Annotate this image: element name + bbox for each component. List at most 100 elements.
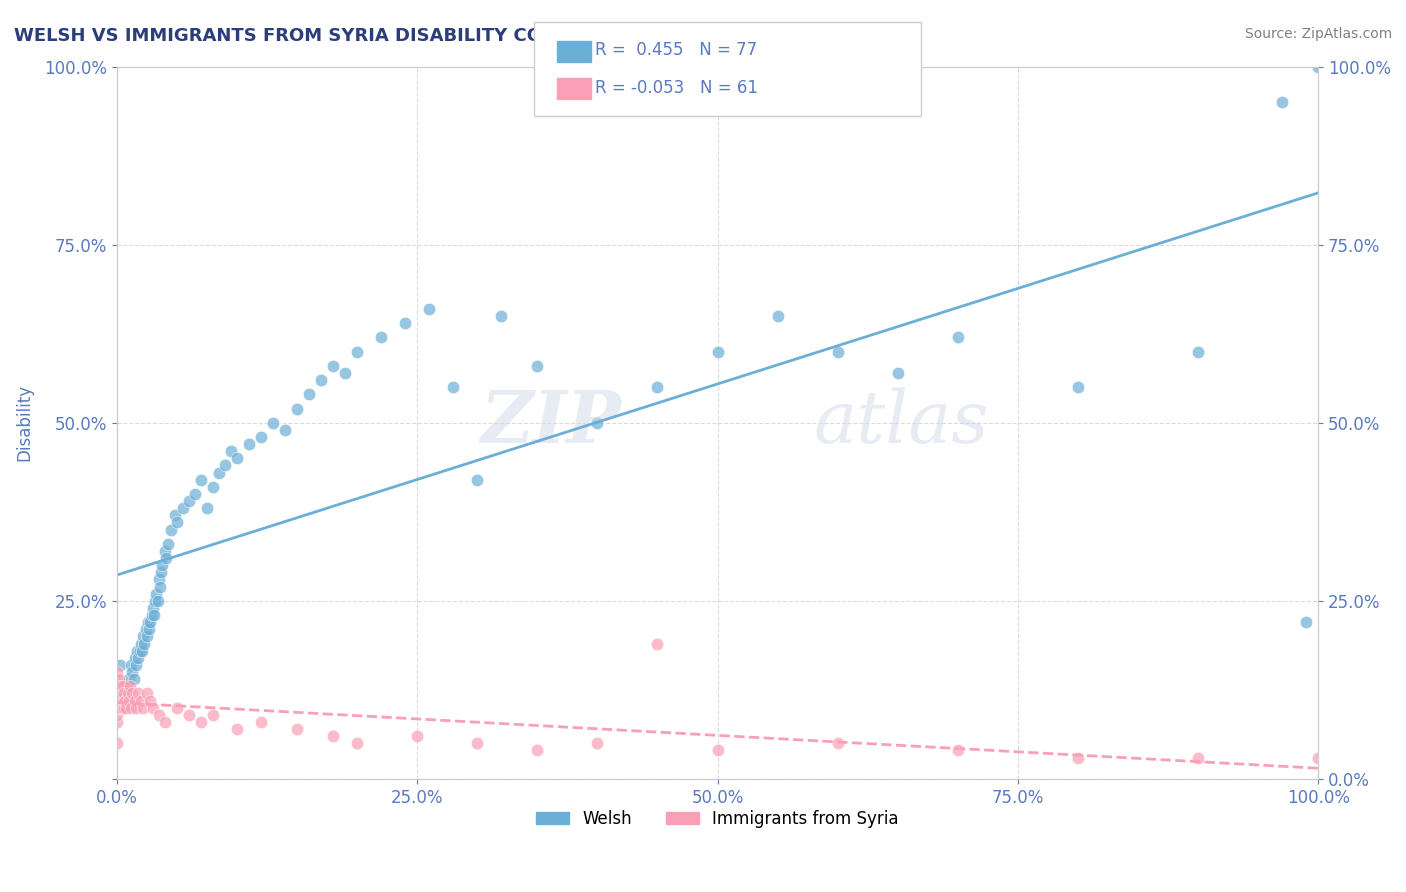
Text: Source: ZipAtlas.com: Source: ZipAtlas.com bbox=[1244, 27, 1392, 41]
Point bbox=[108, 686, 131, 700]
Point bbox=[111, 693, 134, 707]
Point bbox=[111, 679, 134, 693]
Point bbox=[108, 672, 131, 686]
Point bbox=[586, 736, 609, 750]
Point bbox=[766, 309, 789, 323]
Point bbox=[105, 672, 128, 686]
Point bbox=[208, 466, 231, 480]
Point bbox=[827, 344, 849, 359]
Point bbox=[118, 693, 141, 707]
Text: WELSH VS IMMIGRANTS FROM SYRIA DISABILITY CORRELATION CHART: WELSH VS IMMIGRANTS FROM SYRIA DISABILIT… bbox=[14, 27, 728, 45]
Point bbox=[127, 643, 149, 657]
Point bbox=[152, 558, 174, 573]
Point bbox=[111, 700, 134, 714]
Point bbox=[105, 686, 128, 700]
Point bbox=[406, 729, 429, 743]
Point bbox=[586, 416, 609, 430]
Point bbox=[111, 686, 134, 700]
Point bbox=[226, 451, 249, 466]
Text: R = -0.053   N = 61: R = -0.053 N = 61 bbox=[595, 78, 758, 96]
Point bbox=[141, 608, 163, 623]
Point bbox=[201, 480, 224, 494]
Point bbox=[112, 686, 135, 700]
Point bbox=[149, 580, 172, 594]
Point bbox=[132, 700, 155, 714]
Point bbox=[219, 444, 242, 458]
Point bbox=[120, 700, 142, 714]
Point bbox=[107, 700, 129, 714]
Point bbox=[105, 665, 128, 679]
Point bbox=[1187, 344, 1209, 359]
Point bbox=[298, 387, 321, 401]
Point bbox=[346, 344, 368, 359]
Point bbox=[118, 672, 141, 686]
Point bbox=[135, 630, 157, 644]
Point bbox=[309, 373, 332, 387]
Point bbox=[128, 643, 150, 657]
Point bbox=[172, 501, 194, 516]
Point bbox=[322, 359, 344, 373]
Point bbox=[138, 623, 160, 637]
Point bbox=[1308, 60, 1330, 74]
Point bbox=[441, 380, 464, 394]
Point bbox=[827, 736, 849, 750]
Point bbox=[121, 665, 143, 679]
Point bbox=[262, 416, 284, 430]
Text: R =  0.455   N = 77: R = 0.455 N = 77 bbox=[595, 42, 756, 60]
Point bbox=[706, 344, 728, 359]
Point bbox=[139, 615, 162, 630]
Point bbox=[111, 700, 134, 714]
Point bbox=[125, 657, 148, 672]
Point bbox=[136, 615, 159, 630]
Point bbox=[146, 594, 169, 608]
Legend: Welsh, Immigrants from Syria: Welsh, Immigrants from Syria bbox=[530, 804, 905, 835]
Point bbox=[135, 623, 157, 637]
Point bbox=[129, 636, 152, 650]
Point bbox=[105, 736, 128, 750]
Point bbox=[110, 679, 132, 693]
Point bbox=[887, 366, 910, 380]
Point bbox=[1308, 750, 1330, 764]
Point bbox=[250, 714, 273, 729]
Point bbox=[166, 516, 188, 530]
Point bbox=[120, 657, 142, 672]
Point bbox=[143, 608, 166, 623]
Point bbox=[110, 657, 132, 672]
Point bbox=[190, 473, 212, 487]
Point bbox=[153, 714, 176, 729]
Point bbox=[526, 359, 548, 373]
Point bbox=[148, 707, 170, 722]
Point bbox=[107, 693, 129, 707]
Point bbox=[190, 714, 212, 729]
Text: atlas: atlas bbox=[814, 387, 990, 458]
Point bbox=[115, 679, 138, 693]
Point bbox=[115, 700, 138, 714]
Point bbox=[1067, 380, 1090, 394]
Point bbox=[105, 679, 128, 693]
Point bbox=[139, 693, 162, 707]
Point bbox=[105, 707, 128, 722]
Point bbox=[131, 643, 153, 657]
Point bbox=[155, 551, 177, 566]
Point bbox=[177, 494, 200, 508]
Point bbox=[150, 566, 173, 580]
Text: ZIP: ZIP bbox=[481, 387, 621, 458]
Point bbox=[214, 458, 236, 473]
Point bbox=[142, 700, 165, 714]
Point bbox=[132, 630, 155, 644]
Point bbox=[418, 301, 440, 316]
Point bbox=[1067, 750, 1090, 764]
Point bbox=[134, 636, 156, 650]
Point bbox=[946, 330, 969, 344]
Point bbox=[946, 743, 969, 757]
Point bbox=[195, 501, 218, 516]
Point bbox=[129, 693, 152, 707]
Point bbox=[274, 423, 297, 437]
Point bbox=[127, 686, 149, 700]
Point bbox=[124, 650, 146, 665]
Point bbox=[285, 722, 308, 736]
Point bbox=[107, 679, 129, 693]
Point bbox=[114, 693, 136, 707]
Point bbox=[125, 700, 148, 714]
Point bbox=[201, 707, 224, 722]
